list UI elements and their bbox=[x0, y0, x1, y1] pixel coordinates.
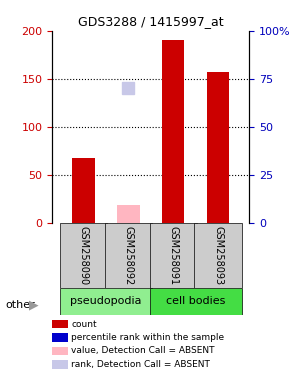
Text: GSM258091: GSM258091 bbox=[168, 226, 178, 285]
Bar bbox=[162, 40, 184, 223]
FancyBboxPatch shape bbox=[150, 223, 197, 288]
Text: GSM258090: GSM258090 bbox=[79, 226, 88, 285]
FancyBboxPatch shape bbox=[105, 223, 152, 288]
Text: pseudopodia: pseudopodia bbox=[70, 296, 142, 306]
FancyBboxPatch shape bbox=[60, 223, 107, 288]
FancyBboxPatch shape bbox=[195, 223, 242, 288]
Bar bbox=[72, 159, 95, 223]
Text: rank, Detection Call = ABSENT: rank, Detection Call = ABSENT bbox=[71, 360, 210, 369]
Bar bbox=[117, 205, 139, 223]
Title: GDS3288 / 1415997_at: GDS3288 / 1415997_at bbox=[78, 15, 224, 28]
Text: count: count bbox=[71, 319, 97, 329]
Text: cell bodies: cell bodies bbox=[166, 296, 225, 306]
Text: GSM258093: GSM258093 bbox=[213, 226, 223, 285]
Bar bbox=[207, 72, 229, 223]
Text: percentile rank within the sample: percentile rank within the sample bbox=[71, 333, 224, 342]
Text: GSM258092: GSM258092 bbox=[123, 226, 133, 285]
FancyBboxPatch shape bbox=[60, 288, 152, 315]
FancyBboxPatch shape bbox=[150, 288, 242, 315]
Text: ▶: ▶ bbox=[29, 299, 39, 312]
Text: other: other bbox=[6, 300, 36, 310]
Text: value, Detection Call = ABSENT: value, Detection Call = ABSENT bbox=[71, 346, 215, 356]
